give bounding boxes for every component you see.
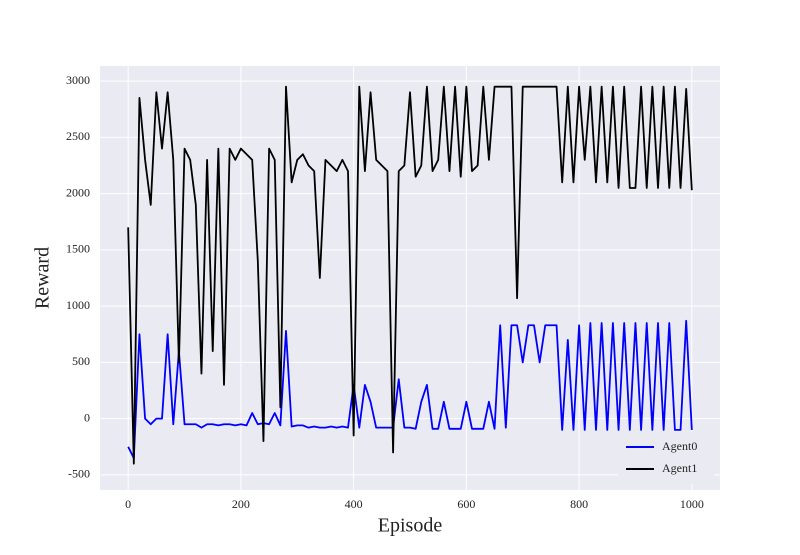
y-tick-label: 0 — [84, 410, 90, 424]
x-tick-label: 600 — [457, 497, 475, 511]
y-tick-label: 2500 — [66, 129, 90, 143]
y-tick-label: 3000 — [66, 73, 90, 87]
legend-label: Agent0 — [662, 439, 697, 453]
y-axis-label: Reward — [32, 247, 54, 309]
y-tick-label: -500 — [68, 467, 90, 481]
y-tick-label: 500 — [72, 354, 90, 368]
x-tick-label: 0 — [125, 497, 131, 511]
legend-box — [618, 432, 714, 484]
series-line — [127, 85, 693, 465]
y-tick-label: 1000 — [66, 298, 90, 312]
y-tick-label: 1500 — [66, 242, 90, 256]
series-line — [127, 319, 693, 459]
y-tick-label: 2000 — [66, 185, 90, 199]
x-tick-label: 800 — [570, 497, 588, 511]
x-tick-label: 400 — [345, 497, 363, 511]
x-tick-label: 200 — [232, 497, 250, 511]
legend-label: Agent1 — [662, 461, 697, 475]
x-axis-label: Episode — [378, 515, 443, 537]
x-tick-label: 1000 — [680, 497, 704, 511]
